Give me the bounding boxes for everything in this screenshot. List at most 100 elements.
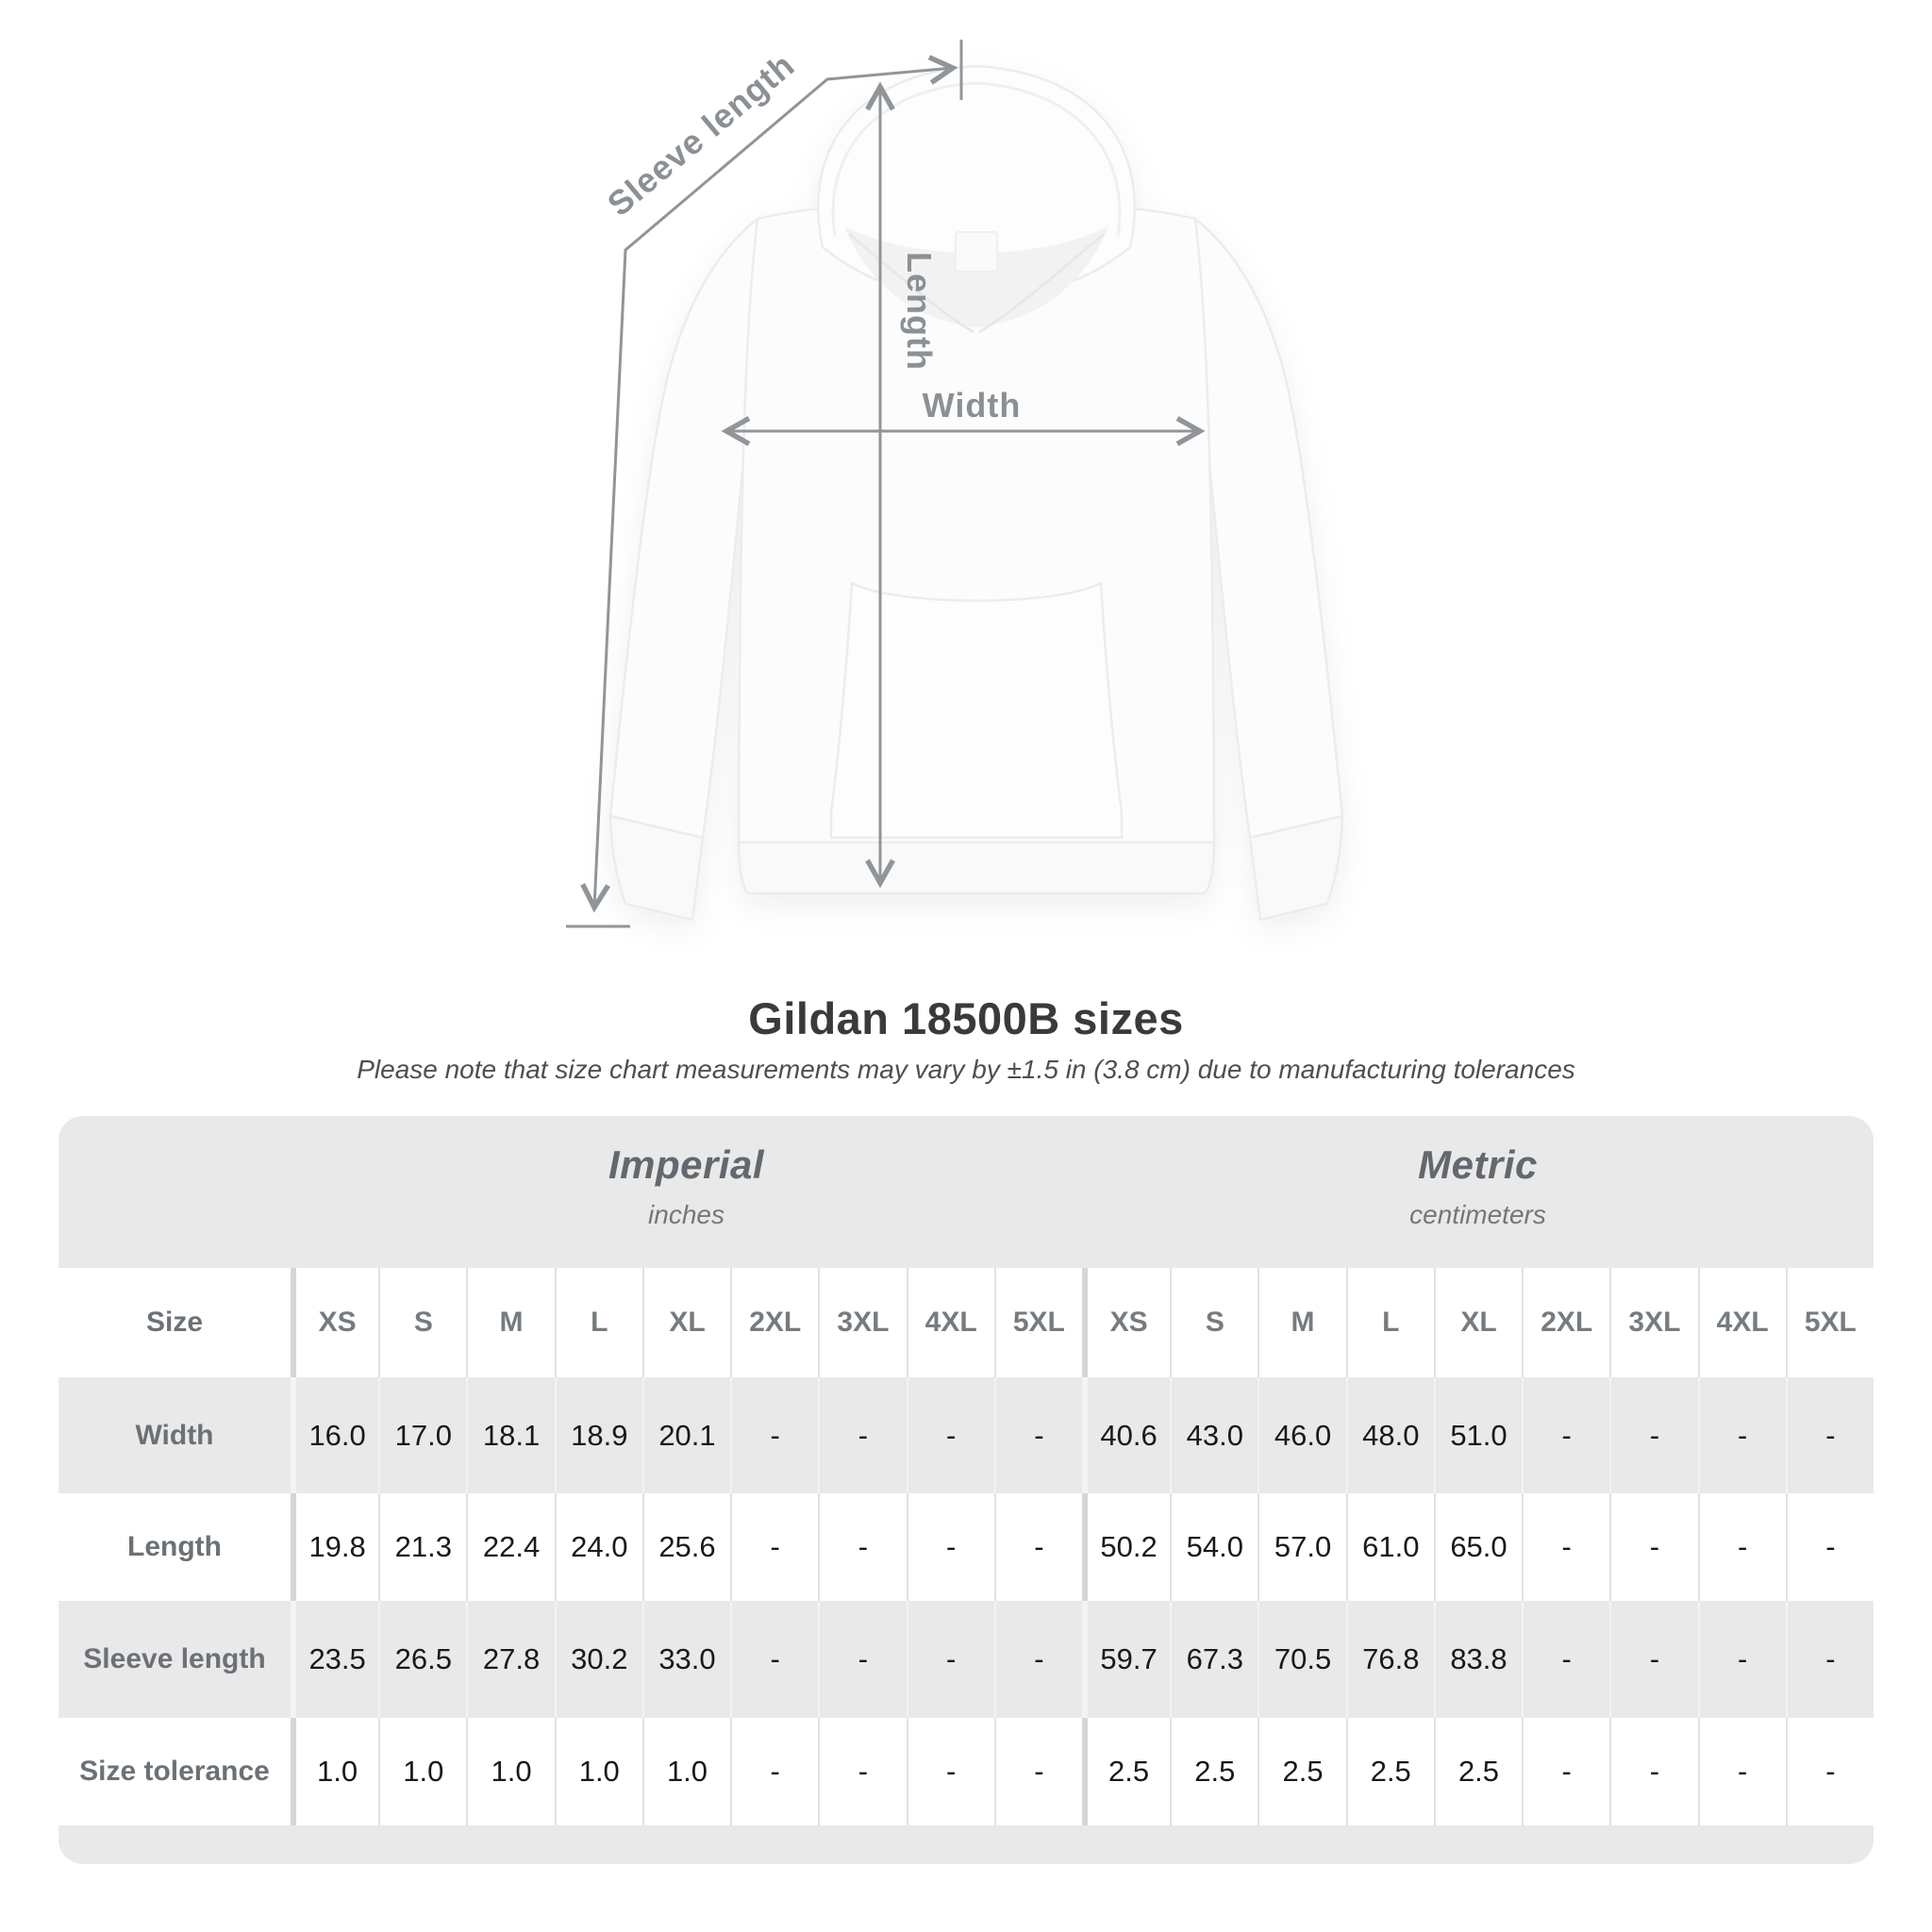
sleeve-length-arrow [580, 55, 958, 913]
cell-sleeve-length-imperial-xs: 23.5 [291, 1601, 379, 1718]
cell-width-metric-2xl: - [1522, 1377, 1610, 1493]
size-header-imperial-s: S [378, 1268, 467, 1377]
page-title: Gildan 18500B sizes [748, 993, 1184, 1043]
cell-size-tolerance-imperial-l: 1.0 [554, 1718, 642, 1825]
cell-sleeve-length-imperial-3xl: - [818, 1601, 907, 1718]
cell-width-metric-m: 46.0 [1257, 1377, 1346, 1493]
cell-length-imperial-l: 24.0 [554, 1493, 642, 1601]
cell-length-metric-5xl: - [1785, 1493, 1874, 1601]
size-header-metric-4xl: 4XL [1697, 1268, 1786, 1377]
cell-size-tolerance-metric-4xl: - [1697, 1718, 1786, 1825]
cell-sleeve-length-metric-l: 76.8 [1345, 1601, 1434, 1718]
size-header-metric-3xl: 3XL [1609, 1268, 1698, 1377]
imperial-unit-label: inches [648, 1200, 724, 1229]
cell-length-metric-4xl: - [1697, 1493, 1786, 1601]
cell-size-tolerance-metric-5xl: - [1785, 1718, 1874, 1825]
size-header-imperial-xs: XS [291, 1268, 379, 1377]
cell-length-metric-l: 61.0 [1345, 1493, 1434, 1601]
cell-length-metric-3xl: - [1609, 1493, 1698, 1601]
cell-size-tolerance-metric-s: 2.5 [1170, 1718, 1258, 1825]
cell-width-imperial-xl: 20.1 [641, 1377, 731, 1493]
cell-size-tolerance-imperial-3xl: - [818, 1718, 907, 1825]
width-annotation-label: Width [923, 386, 1022, 425]
cell-length-metric-m: 57.0 [1257, 1493, 1346, 1601]
size-header-metric-s: S [1170, 1268, 1258, 1377]
sleeve-length-annotation-label: Sleeve length [600, 45, 802, 224]
hoodie-pocket [829, 580, 1124, 840]
cell-width-imperial-l: 18.9 [554, 1377, 642, 1493]
cell-length-imperial-5xl: - [993, 1493, 1082, 1601]
size-grid: Size XS S M L XL 2XL 3XL 4XL 5XL XS S M L XL 2XL 3XL 4XL 5… [58, 1268, 1874, 1825]
cell-width-imperial-s: 17.0 [378, 1377, 467, 1493]
cell-sleeve-length-imperial-m: 27.8 [466, 1601, 555, 1718]
cell-width-imperial-3xl: - [818, 1377, 907, 1493]
cell-sleeve-length-imperial-s: 26.5 [378, 1601, 467, 1718]
unit-group-imperial: Imperial inches [291, 1116, 1082, 1268]
size-header-metric-2xl: 2XL [1522, 1268, 1610, 1377]
cell-length-imperial-3xl: - [818, 1493, 907, 1601]
hoodie-hood-crease-right [978, 232, 1105, 334]
metric-heading: Metric [1418, 1142, 1538, 1187]
hoodie-measurement-figure: Sleeve length Length Width [566, 40, 1344, 928]
cell-size-tolerance-metric-3xl: - [1609, 1718, 1698, 1825]
row-label-length: Length [58, 1493, 291, 1601]
cell-sleeve-length-metric-4xl: - [1697, 1601, 1786, 1718]
row-label-width: Width [58, 1377, 291, 1493]
cell-size-tolerance-imperial-m: 1.0 [466, 1718, 555, 1825]
size-header-metric-m: M [1257, 1268, 1346, 1377]
size-header-imperial-4xl: 4XL [906, 1268, 994, 1377]
metric-unit-label: centimeters [1409, 1200, 1546, 1229]
cell-size-tolerance-metric-xl: 2.5 [1433, 1718, 1523, 1825]
cell-size-tolerance-imperial-2xl: - [730, 1718, 819, 1825]
cell-sleeve-length-imperial-4xl: - [906, 1601, 994, 1718]
page-subtitle: Please note that size chart measurements… [357, 1055, 1575, 1084]
size-header-imperial-l: L [554, 1268, 642, 1377]
cell-length-metric-xs: 50.2 [1081, 1493, 1171, 1601]
cell-width-metric-3xl: - [1609, 1377, 1698, 1493]
cell-sleeve-length-imperial-2xl: - [730, 1601, 819, 1718]
cell-width-metric-4xl: - [1697, 1377, 1786, 1493]
size-header-metric-l: L [1345, 1268, 1434, 1377]
cell-length-imperial-4xl: - [906, 1493, 994, 1601]
unit-header-band: Imperial inches Metric centimeters [58, 1116, 1874, 1268]
cell-width-imperial-5xl: - [993, 1377, 1082, 1493]
cell-length-imperial-m: 22.4 [466, 1493, 555, 1601]
cell-size-tolerance-imperial-5xl: - [993, 1718, 1082, 1825]
size-table: Imperial inches Metric centimeters Size X… [58, 1116, 1874, 1864]
cell-length-metric-2xl: - [1522, 1493, 1610, 1601]
cell-sleeve-length-imperial-l: 30.2 [554, 1601, 642, 1718]
cell-size-tolerance-metric-l: 2.5 [1345, 1718, 1434, 1825]
cell-sleeve-length-imperial-xl: 33.0 [641, 1601, 731, 1718]
cell-size-tolerance-imperial-xl: 1.0 [641, 1718, 731, 1825]
size-header-metric-5xl: 5XL [1785, 1268, 1874, 1377]
cell-sleeve-length-metric-xl: 83.8 [1433, 1601, 1523, 1718]
imperial-heading: Imperial [608, 1142, 765, 1187]
length-annotation-label: Length [900, 252, 939, 371]
hoodie-hem-band [737, 841, 1216, 895]
row-label-sleeve-length: Sleeve length [58, 1601, 291, 1718]
cell-length-metric-s: 54.0 [1170, 1493, 1258, 1601]
cell-sleeve-length-metric-s: 67.3 [1170, 1601, 1258, 1718]
cell-size-tolerance-metric-xs: 2.5 [1081, 1718, 1171, 1825]
cell-size-tolerance-metric-m: 2.5 [1257, 1718, 1346, 1825]
hoodie-left-sleeve [608, 216, 759, 840]
cell-width-imperial-m: 18.1 [466, 1377, 555, 1493]
size-header-imperial-m: M [466, 1268, 555, 1377]
cell-size-tolerance-imperial-xs: 1.0 [291, 1718, 379, 1825]
size-header-metric-xs: XS [1081, 1268, 1171, 1377]
cell-width-imperial-xs: 16.0 [291, 1377, 379, 1493]
cell-sleeve-length-metric-m: 70.5 [1257, 1601, 1346, 1718]
cell-length-imperial-xl: 25.6 [641, 1493, 731, 1601]
row-label-size-tolerance: Size tolerance [58, 1718, 291, 1825]
size-header-imperial-2xl: 2XL [730, 1268, 819, 1377]
cell-length-imperial-s: 21.3 [378, 1493, 467, 1601]
cell-width-metric-5xl: - [1785, 1377, 1874, 1493]
size-header-imperial-3xl: 3XL [818, 1268, 907, 1377]
cell-width-imperial-2xl: - [730, 1377, 819, 1493]
cell-sleeve-length-imperial-5xl: - [993, 1601, 1082, 1718]
cell-length-imperial-xs: 19.8 [291, 1493, 379, 1601]
cell-width-metric-s: 43.0 [1170, 1377, 1258, 1493]
cell-size-tolerance-metric-2xl: - [1522, 1718, 1610, 1825]
size-column-header: Size [58, 1268, 291, 1377]
